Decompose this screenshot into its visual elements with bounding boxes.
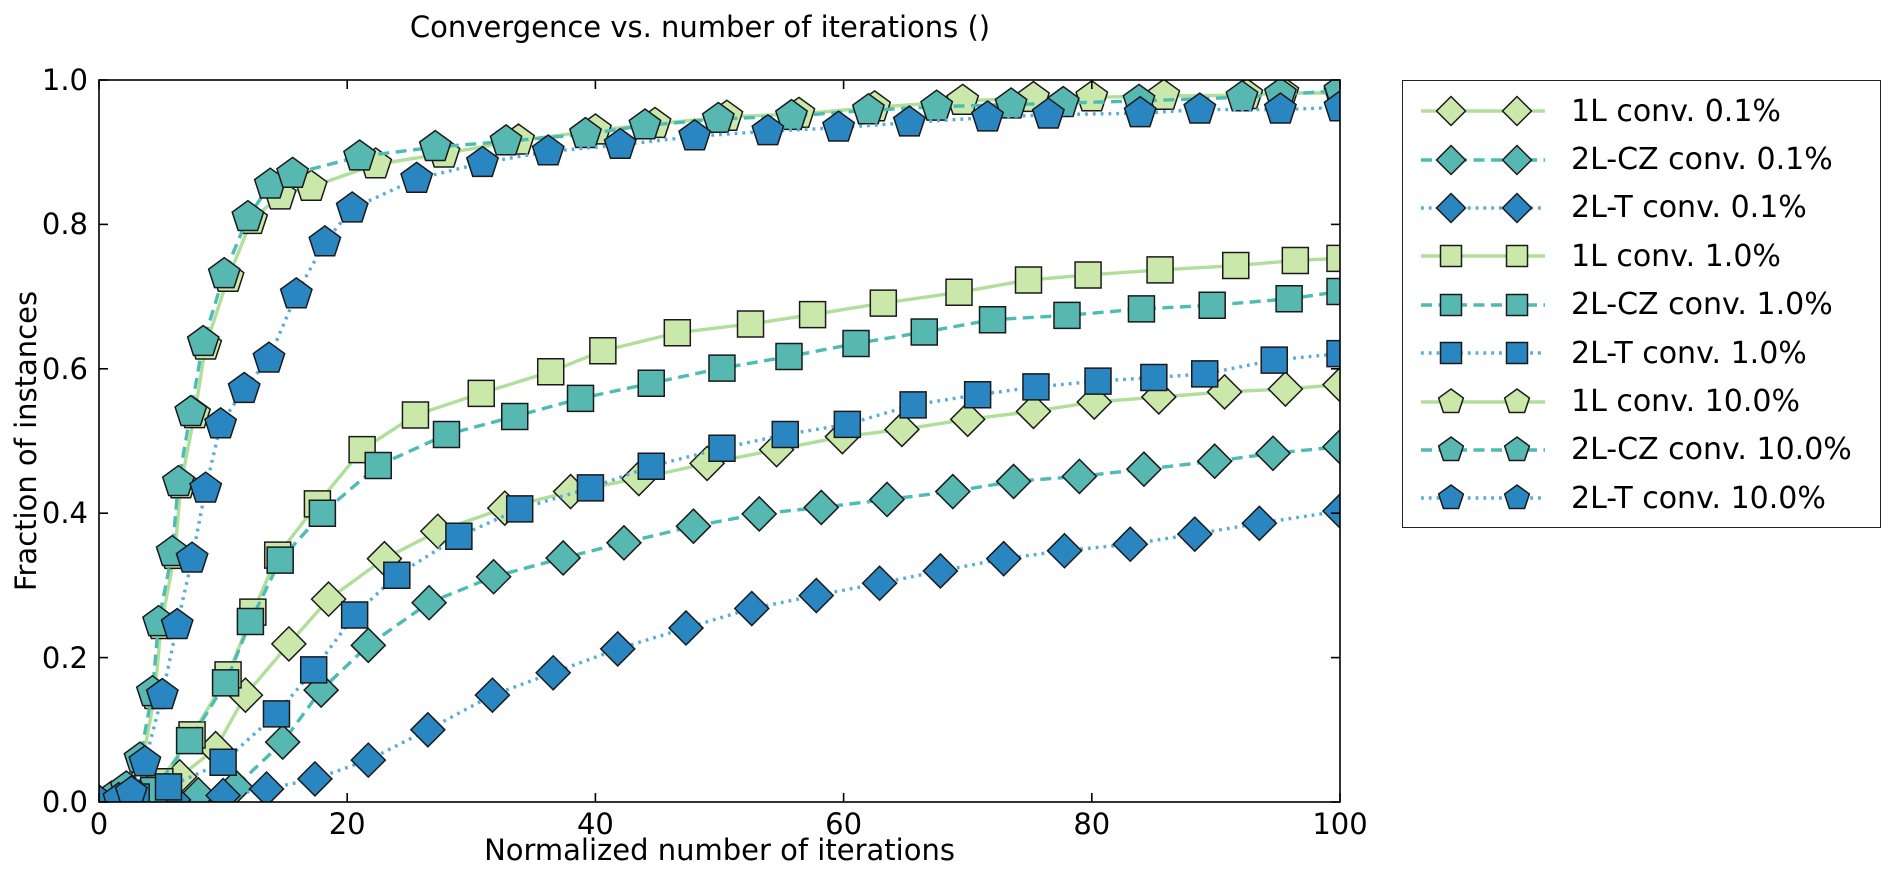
y-tick-label: 1.0 bbox=[41, 63, 88, 97]
x-tick-label: 20 bbox=[328, 807, 366, 841]
legend-item: 1L conv. 1.0% bbox=[1403, 232, 1880, 280]
legend-item-label: 2L-CZ conv. 0.1% bbox=[1571, 142, 1833, 178]
pentagon-marker-icon bbox=[1421, 484, 1545, 510]
legend-item: 2L-T conv. 0.1% bbox=[1403, 184, 1880, 232]
series-markers-8 bbox=[99, 89, 1340, 802]
series-line-7 bbox=[99, 89, 1340, 802]
chart-title: Convergence vs. number of iterations () bbox=[409, 10, 991, 44]
square-marker-icon bbox=[1421, 245, 1545, 268]
series-markers-3 bbox=[99, 244, 1340, 802]
legend-item-label: 2L-T conv. 0.1% bbox=[1571, 190, 1807, 226]
series-markers-2 bbox=[99, 492, 1340, 802]
series-line-1 bbox=[99, 445, 1340, 802]
x-tick-label: 60 bbox=[825, 807, 863, 841]
legend-item-label: 2L-CZ conv. 10.0% bbox=[1571, 432, 1852, 468]
legend-item-label: 2L-CZ conv. 1.0% bbox=[1571, 287, 1833, 323]
legend-item: 2L-CZ conv. 10.0% bbox=[1403, 426, 1880, 474]
series-line-8 bbox=[99, 105, 1340, 802]
series-markers-5 bbox=[99, 339, 1340, 802]
x-tick-label: 40 bbox=[576, 807, 614, 841]
legend-item-label: 1L conv. 0.1% bbox=[1571, 93, 1781, 129]
y-tick-label: 0.2 bbox=[41, 640, 88, 675]
legend-item-label: 1L conv. 10.0% bbox=[1571, 384, 1800, 420]
diamond-marker-icon bbox=[1421, 144, 1545, 176]
series-markers-1 bbox=[99, 428, 1340, 802]
y-tick-label: 0.4 bbox=[41, 496, 88, 531]
square-marker-icon bbox=[1421, 293, 1545, 316]
x-tick-label: 0 bbox=[89, 807, 109, 841]
legend: 1L conv. 0.1% 2L-CZ conv. 0.1% 2L-T conv. … bbox=[1402, 80, 1881, 528]
legend-item-label: 1L conv. 1.0% bbox=[1571, 238, 1781, 274]
legend-item: 2L-T conv. 1.0% bbox=[1403, 329, 1880, 377]
y-axis-label: Fraction of instances bbox=[9, 290, 43, 592]
tick-marks bbox=[98, 79, 1341, 803]
axes-frame bbox=[98, 79, 1341, 803]
pentagon-marker-icon bbox=[1421, 387, 1545, 413]
legend-item-label: 2L-T conv. 10.0% bbox=[1571, 480, 1826, 516]
y-tick-label: 0.8 bbox=[41, 207, 88, 242]
square-marker-icon bbox=[1421, 341, 1545, 365]
pentagon-marker-icon bbox=[1421, 435, 1545, 462]
diamond-marker-icon bbox=[1421, 192, 1545, 224]
y-tick-label: 0.6 bbox=[41, 351, 88, 386]
x-tick-label: 100 bbox=[1312, 807, 1368, 841]
y-tick-label: 0.0 bbox=[41, 785, 88, 819]
legend-item: 2L-T conv. 10.0% bbox=[1403, 474, 1880, 522]
legend-item: 1L conv. 10.0% bbox=[1403, 377, 1880, 425]
legend-item: 1L conv. 0.1% bbox=[1403, 87, 1880, 135]
x-tick-label: 80 bbox=[1073, 807, 1111, 841]
diamond-marker-icon bbox=[1421, 95, 1545, 127]
legend-item: 2L-CZ conv. 0.1% bbox=[1403, 135, 1880, 183]
legend-item-label: 2L-T conv. 1.0% bbox=[1571, 335, 1807, 371]
legend-item: 2L-CZ conv. 1.0% bbox=[1403, 281, 1880, 329]
x-axis-label: Normalized number of iterations bbox=[484, 833, 955, 867]
plot-area bbox=[99, 80, 1340, 802]
